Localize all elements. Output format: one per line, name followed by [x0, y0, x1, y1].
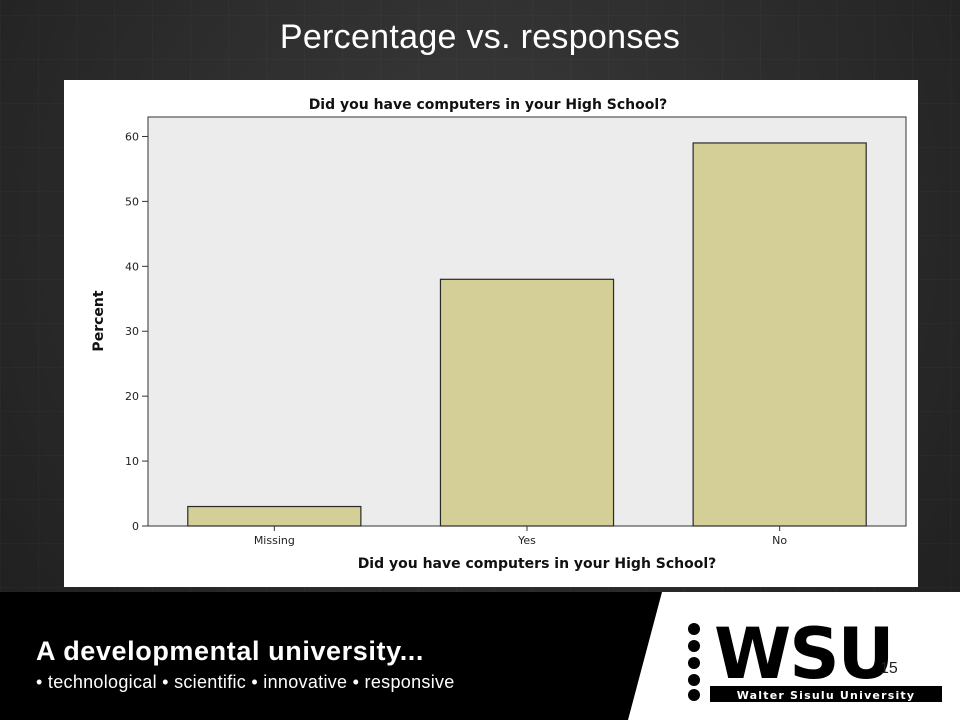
- chart-title: Did you have computers in your High Scho…: [309, 97, 668, 113]
- y-tick-label: 20: [125, 390, 139, 403]
- page-number: 15: [880, 660, 898, 677]
- bar-missing: [187, 505, 362, 527]
- y-tick-label: 50: [125, 195, 139, 208]
- footer-banner: A developmental university... • technolo…: [0, 592, 960, 720]
- x-tick-label: Missing: [254, 534, 295, 547]
- footer-slogan: A developmental university...: [36, 636, 425, 666]
- slide-title: Percentage vs. responses: [279, 18, 681, 56]
- logo-subtext-bar: [710, 686, 942, 702]
- wsu-logo: WSU Walter Sisulu University: [628, 592, 960, 720]
- bars-layer: [187, 142, 867, 527]
- y-tick-label: 40: [125, 260, 139, 273]
- y-axis: 0 10 20 30 40 50 60: [125, 130, 148, 533]
- x-axis-label: Did you have computers in your High Scho…: [358, 556, 717, 572]
- x-tick-label: Yes: [517, 534, 536, 547]
- logo-dots-icon: [688, 623, 700, 701]
- y-axis-label: Percent: [91, 290, 107, 351]
- y-tick-label: 10: [125, 455, 139, 468]
- bar-yes: [439, 278, 615, 527]
- chart-panel: Did you have computers in your High Scho…: [64, 80, 918, 587]
- logo-text: WSU: [714, 613, 892, 695]
- bar-chart: Did you have computers in your High Scho…: [91, 97, 907, 572]
- logo-subtext: Walter Sisulu University: [737, 689, 916, 702]
- y-tick-label: 30: [125, 325, 139, 338]
- y-tick-label: 0: [132, 520, 139, 533]
- x-tick-label: No: [772, 534, 787, 547]
- y-tick-label: 60: [125, 130, 139, 143]
- bar-no: [692, 142, 867, 527]
- x-axis: Missing Yes No: [254, 526, 787, 547]
- footer-tagline: • technological • scientific • innovativ…: [36, 672, 455, 692]
